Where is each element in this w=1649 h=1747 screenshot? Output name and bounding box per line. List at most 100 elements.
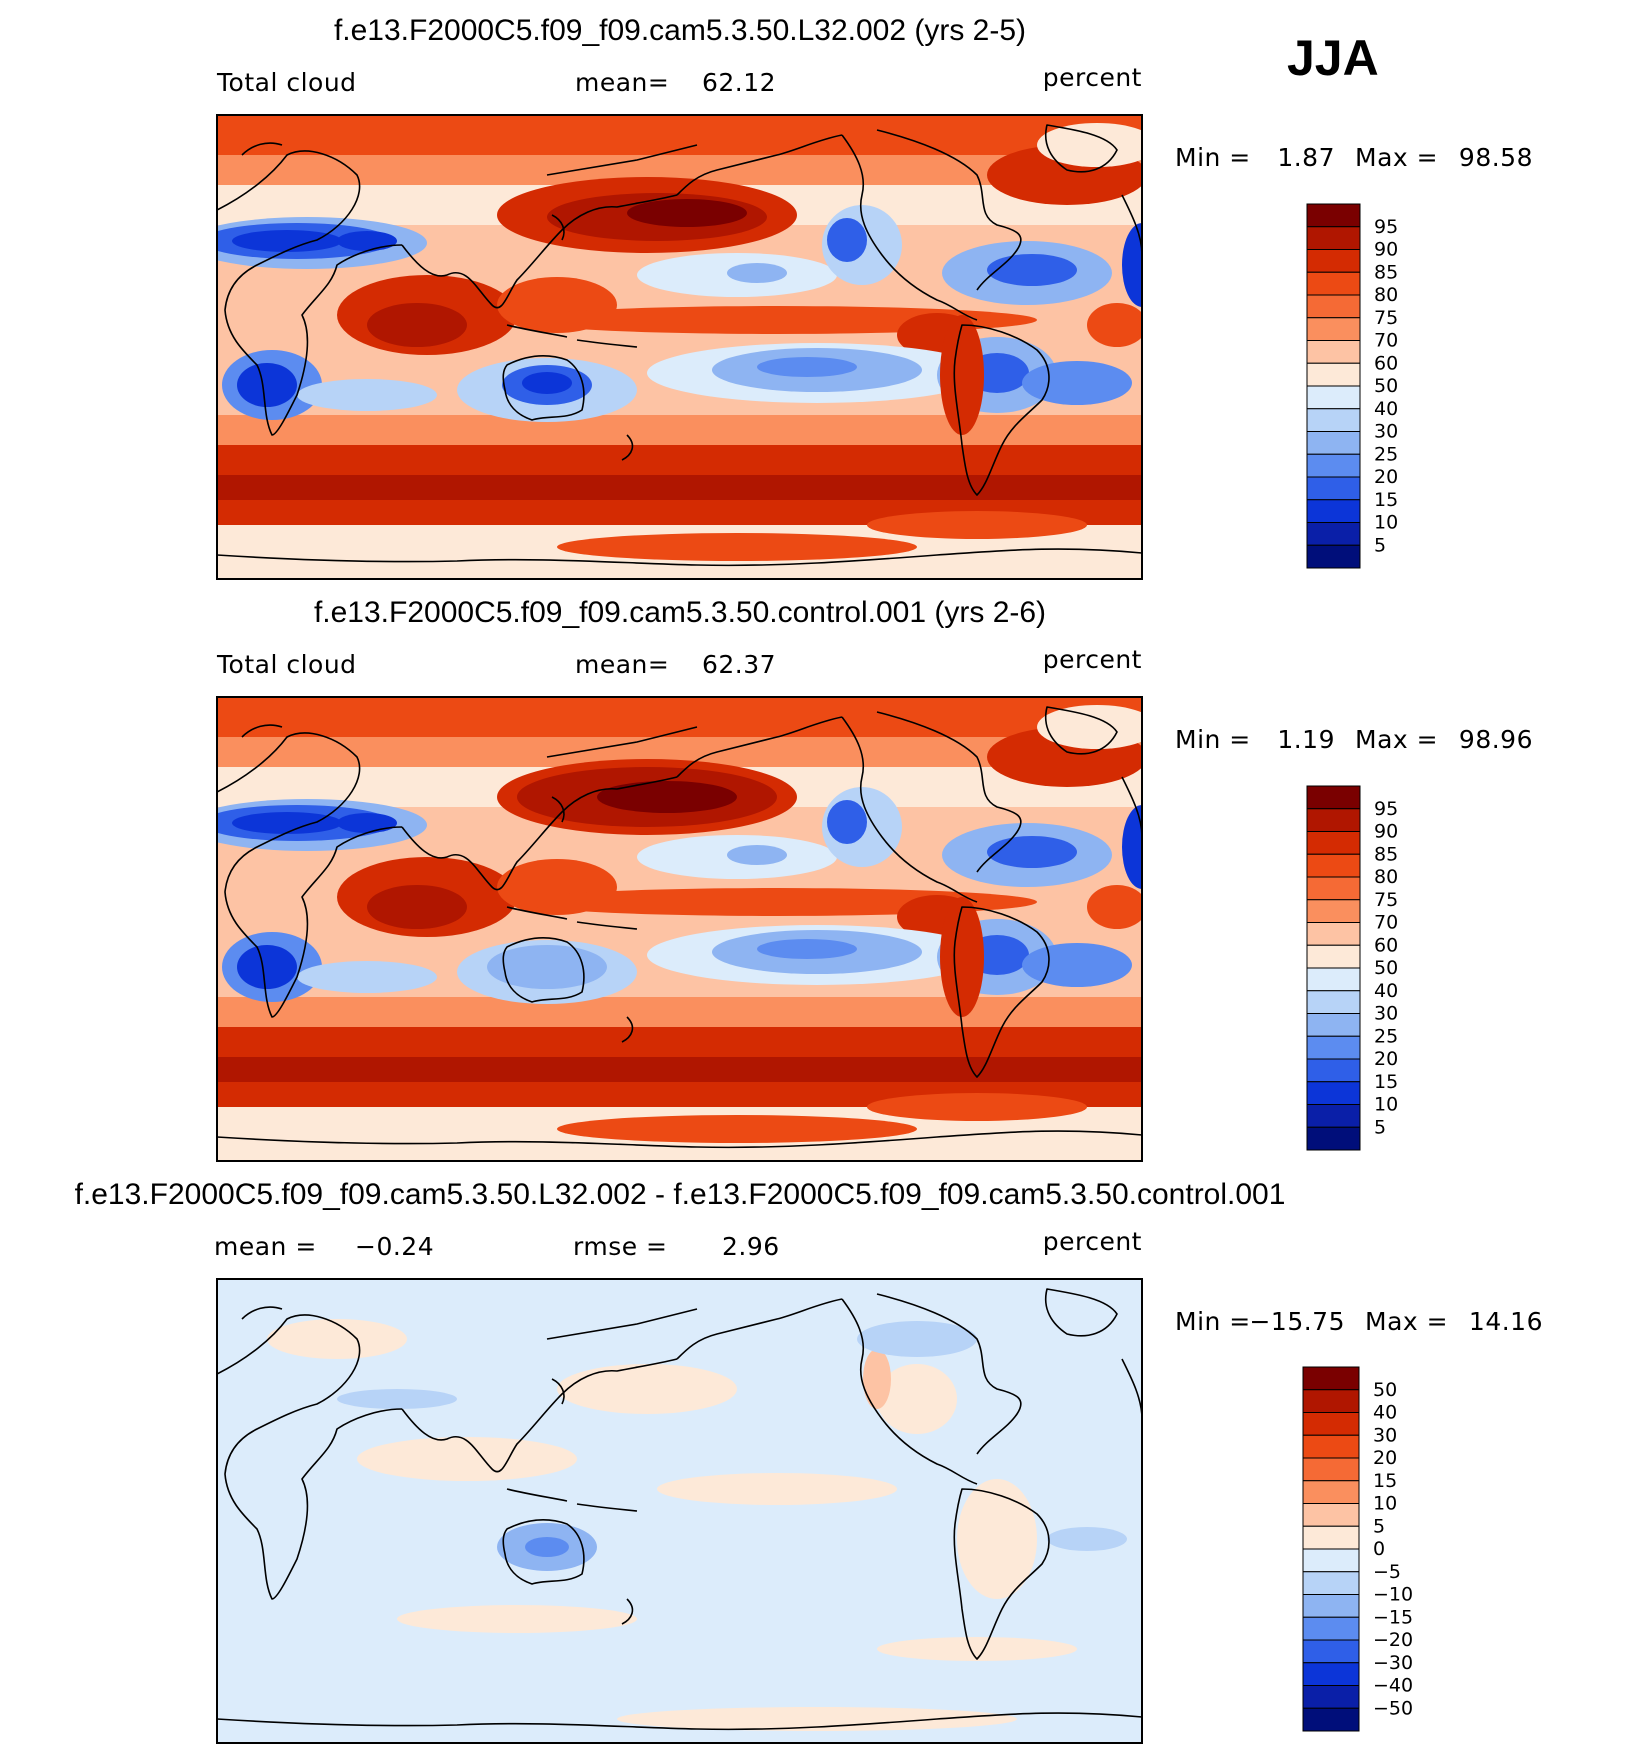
colorbar-tick-label: −30 [1373, 1652, 1413, 1674]
colorbar-tick-label: 95 [1374, 216, 1398, 238]
colorbar-swatch [1302, 1412, 1360, 1436]
panel-1-min-label: Min = [1175, 143, 1251, 172]
colorbar-tick-label: −50 [1373, 1697, 1413, 1719]
colorbar-tick-label: 15 [1374, 489, 1398, 511]
colorbar-tick-label: 80 [1374, 284, 1398, 306]
colorbar-tick-label: 40 [1373, 1402, 1397, 1424]
colorbar-tick-label: 75 [1374, 307, 1398, 329]
panel-3-max-value: 14.16 [1469, 1307, 1543, 1336]
panel-3: f.e13.F2000C5.f09_f09.cam5.3.50.L32.002 … [75, 1178, 1543, 1744]
panel-1-center-label: mean= [575, 68, 669, 97]
colorbar-tick-label: 50 [1374, 375, 1398, 397]
panel-1-map [216, 114, 1143, 580]
panel-1-min-value: 1.87 [1277, 143, 1335, 172]
colorbar-swatch [1302, 1503, 1360, 1527]
panel-2-title: f.e13.F2000C5.f09_f09.cam5.3.50.control.… [314, 596, 1046, 629]
season-label: JJA [1287, 30, 1379, 86]
colorbar-swatch [1306, 922, 1361, 946]
colorbar-swatch [1302, 1685, 1360, 1709]
colorbar-tick-label: −40 [1373, 1675, 1413, 1697]
colorbar-tick-label: 25 [1374, 1025, 1398, 1047]
colorbar-tick-label: 5 [1374, 1116, 1386, 1138]
colorbar-swatch [1306, 249, 1361, 273]
colorbar-swatch [1302, 1639, 1360, 1664]
colorbar-swatch [1302, 1366, 1360, 1391]
colorbar-swatch [1306, 522, 1361, 546]
colorbar-tick-label: 85 [1374, 261, 1398, 283]
colorbar-swatch [1306, 544, 1361, 569]
colorbar-swatch [1306, 294, 1361, 319]
panel-2-max-label: Max = [1355, 725, 1438, 754]
colorbar-tick-label: 90 [1374, 239, 1398, 261]
colorbar-swatch [1306, 453, 1361, 478]
colorbar-tick-label: 70 [1374, 330, 1398, 352]
colorbar-swatch [1302, 1616, 1360, 1641]
colorbar-tick-label: 10 [1374, 1094, 1398, 1116]
colorbar-tick-label: 60 [1374, 934, 1398, 956]
colorbar-swatch [1306, 499, 1361, 523]
colorbar-swatch [1306, 967, 1361, 992]
colorbar-swatch [1302, 1389, 1360, 1413]
colorbar-tick-label: 20 [1373, 1447, 1397, 1469]
panel-3-min-value: −15.75 [1249, 1307, 1345, 1336]
colorbar-swatch [1306, 1126, 1361, 1151]
colorbar-swatch [1302, 1525, 1360, 1550]
panel-2-min-label: Min = [1175, 725, 1251, 754]
colorbar-swatch [1306, 385, 1361, 410]
panel-3-left-label: mean = [214, 1232, 317, 1261]
panel-2-max-value: 98.96 [1459, 725, 1533, 754]
colorbar-tick-label: 50 [1373, 1379, 1397, 1401]
panel-3-units: percent [1043, 1227, 1142, 1256]
colorbar-swatch [1302, 1434, 1360, 1459]
colorbar-tick-label: 40 [1374, 398, 1398, 420]
colorbar-tick-label: 50 [1374, 957, 1398, 979]
colorbar-tick-label: 20 [1374, 466, 1398, 488]
colorbar-swatch [1306, 1081, 1361, 1105]
panel-3-center-label: rmse = [573, 1232, 668, 1261]
colorbar-swatch [1306, 1035, 1361, 1060]
colorbar-tick-label: 25 [1374, 443, 1398, 465]
colorbar-swatch [1306, 899, 1361, 923]
colorbar-swatch [1306, 476, 1361, 501]
colorbar-swatch [1306, 808, 1361, 832]
panel-1: f.e13.F2000C5.f09_f09.cam5.3.50.L32.002 … [216, 14, 1533, 580]
panel-1-left-label: Total cloud [216, 68, 357, 97]
colorbar-tick-label: −5 [1373, 1561, 1401, 1583]
panel-2-center-label: mean= [575, 650, 669, 679]
panel-2-units: percent [1043, 645, 1142, 674]
colorbar-swatch [1302, 1548, 1360, 1573]
colorbar-tick-label: −10 [1373, 1584, 1413, 1606]
colorbar-tick-label: 15 [1374, 1071, 1398, 1093]
colorbar-tick-label: 90 [1374, 821, 1398, 843]
colorbar-tick-label: 20 [1374, 1048, 1398, 1070]
colorbar-swatch [1302, 1571, 1360, 1595]
colorbar-tick-label: 95 [1374, 798, 1398, 820]
colorbar-tick-label: 70 [1374, 912, 1398, 934]
panel-3-left-value: −0.24 [355, 1232, 434, 1261]
panel-3-min-label: Min = [1175, 1307, 1251, 1336]
colorbar-swatch [1302, 1662, 1360, 1686]
colorbar-swatch [1306, 876, 1361, 901]
colorbar-swatch [1306, 944, 1361, 969]
panel-1-center-value: 62.12 [702, 68, 776, 97]
colorbar-swatch [1302, 1480, 1360, 1504]
colorbar-swatch [1306, 431, 1361, 455]
panel-1-title: f.e13.F2000C5.f09_f09.cam5.3.50.L32.002 … [334, 14, 1026, 47]
colorbar-tick-label: 60 [1374, 352, 1398, 374]
panel-2: f.e13.F2000C5.f09_f09.cam5.3.50.control.… [216, 596, 1533, 1162]
colorbar-swatch [1302, 1594, 1360, 1618]
panel-1-units: percent [1043, 63, 1142, 92]
colorbar-swatch [1306, 317, 1361, 341]
colorbar-tick-label: 40 [1374, 980, 1398, 1002]
colorbar-tick-label: 80 [1374, 866, 1398, 888]
panel-2-map [216, 696, 1143, 1162]
panel-2-center-value: 62.37 [702, 650, 776, 679]
colorbar-swatch [1306, 408, 1361, 432]
colorbar-tick-label: 5 [1374, 534, 1386, 556]
colorbar-swatch [1306, 203, 1361, 228]
panel-2-left-label: Total cloud [216, 650, 357, 679]
colorbar-tick-label: 10 [1373, 1493, 1397, 1515]
panel-1-max-label: Max = [1355, 143, 1438, 172]
